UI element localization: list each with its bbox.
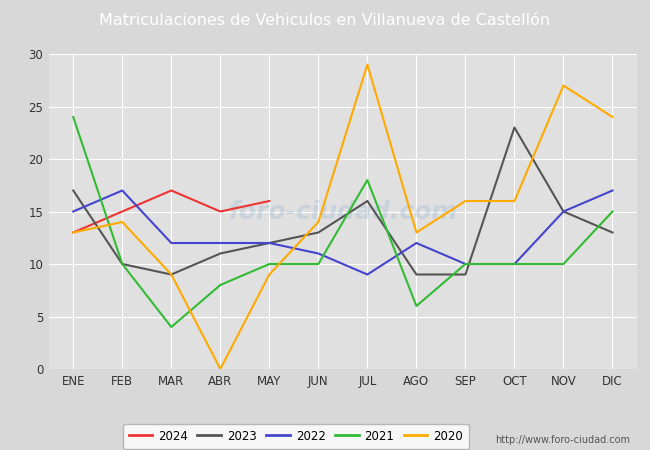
Text: Matriculaciones de Vehiculos en Villanueva de Castellón: Matriculaciones de Vehiculos en Villanue… xyxy=(99,13,551,28)
Legend: 2024, 2023, 2022, 2021, 2020: 2024, 2023, 2022, 2021, 2020 xyxy=(123,424,469,449)
Text: foro-ciudad.com: foro-ciudad.com xyxy=(228,199,458,224)
Text: http://www.foro-ciudad.com: http://www.foro-ciudad.com xyxy=(495,435,630,445)
